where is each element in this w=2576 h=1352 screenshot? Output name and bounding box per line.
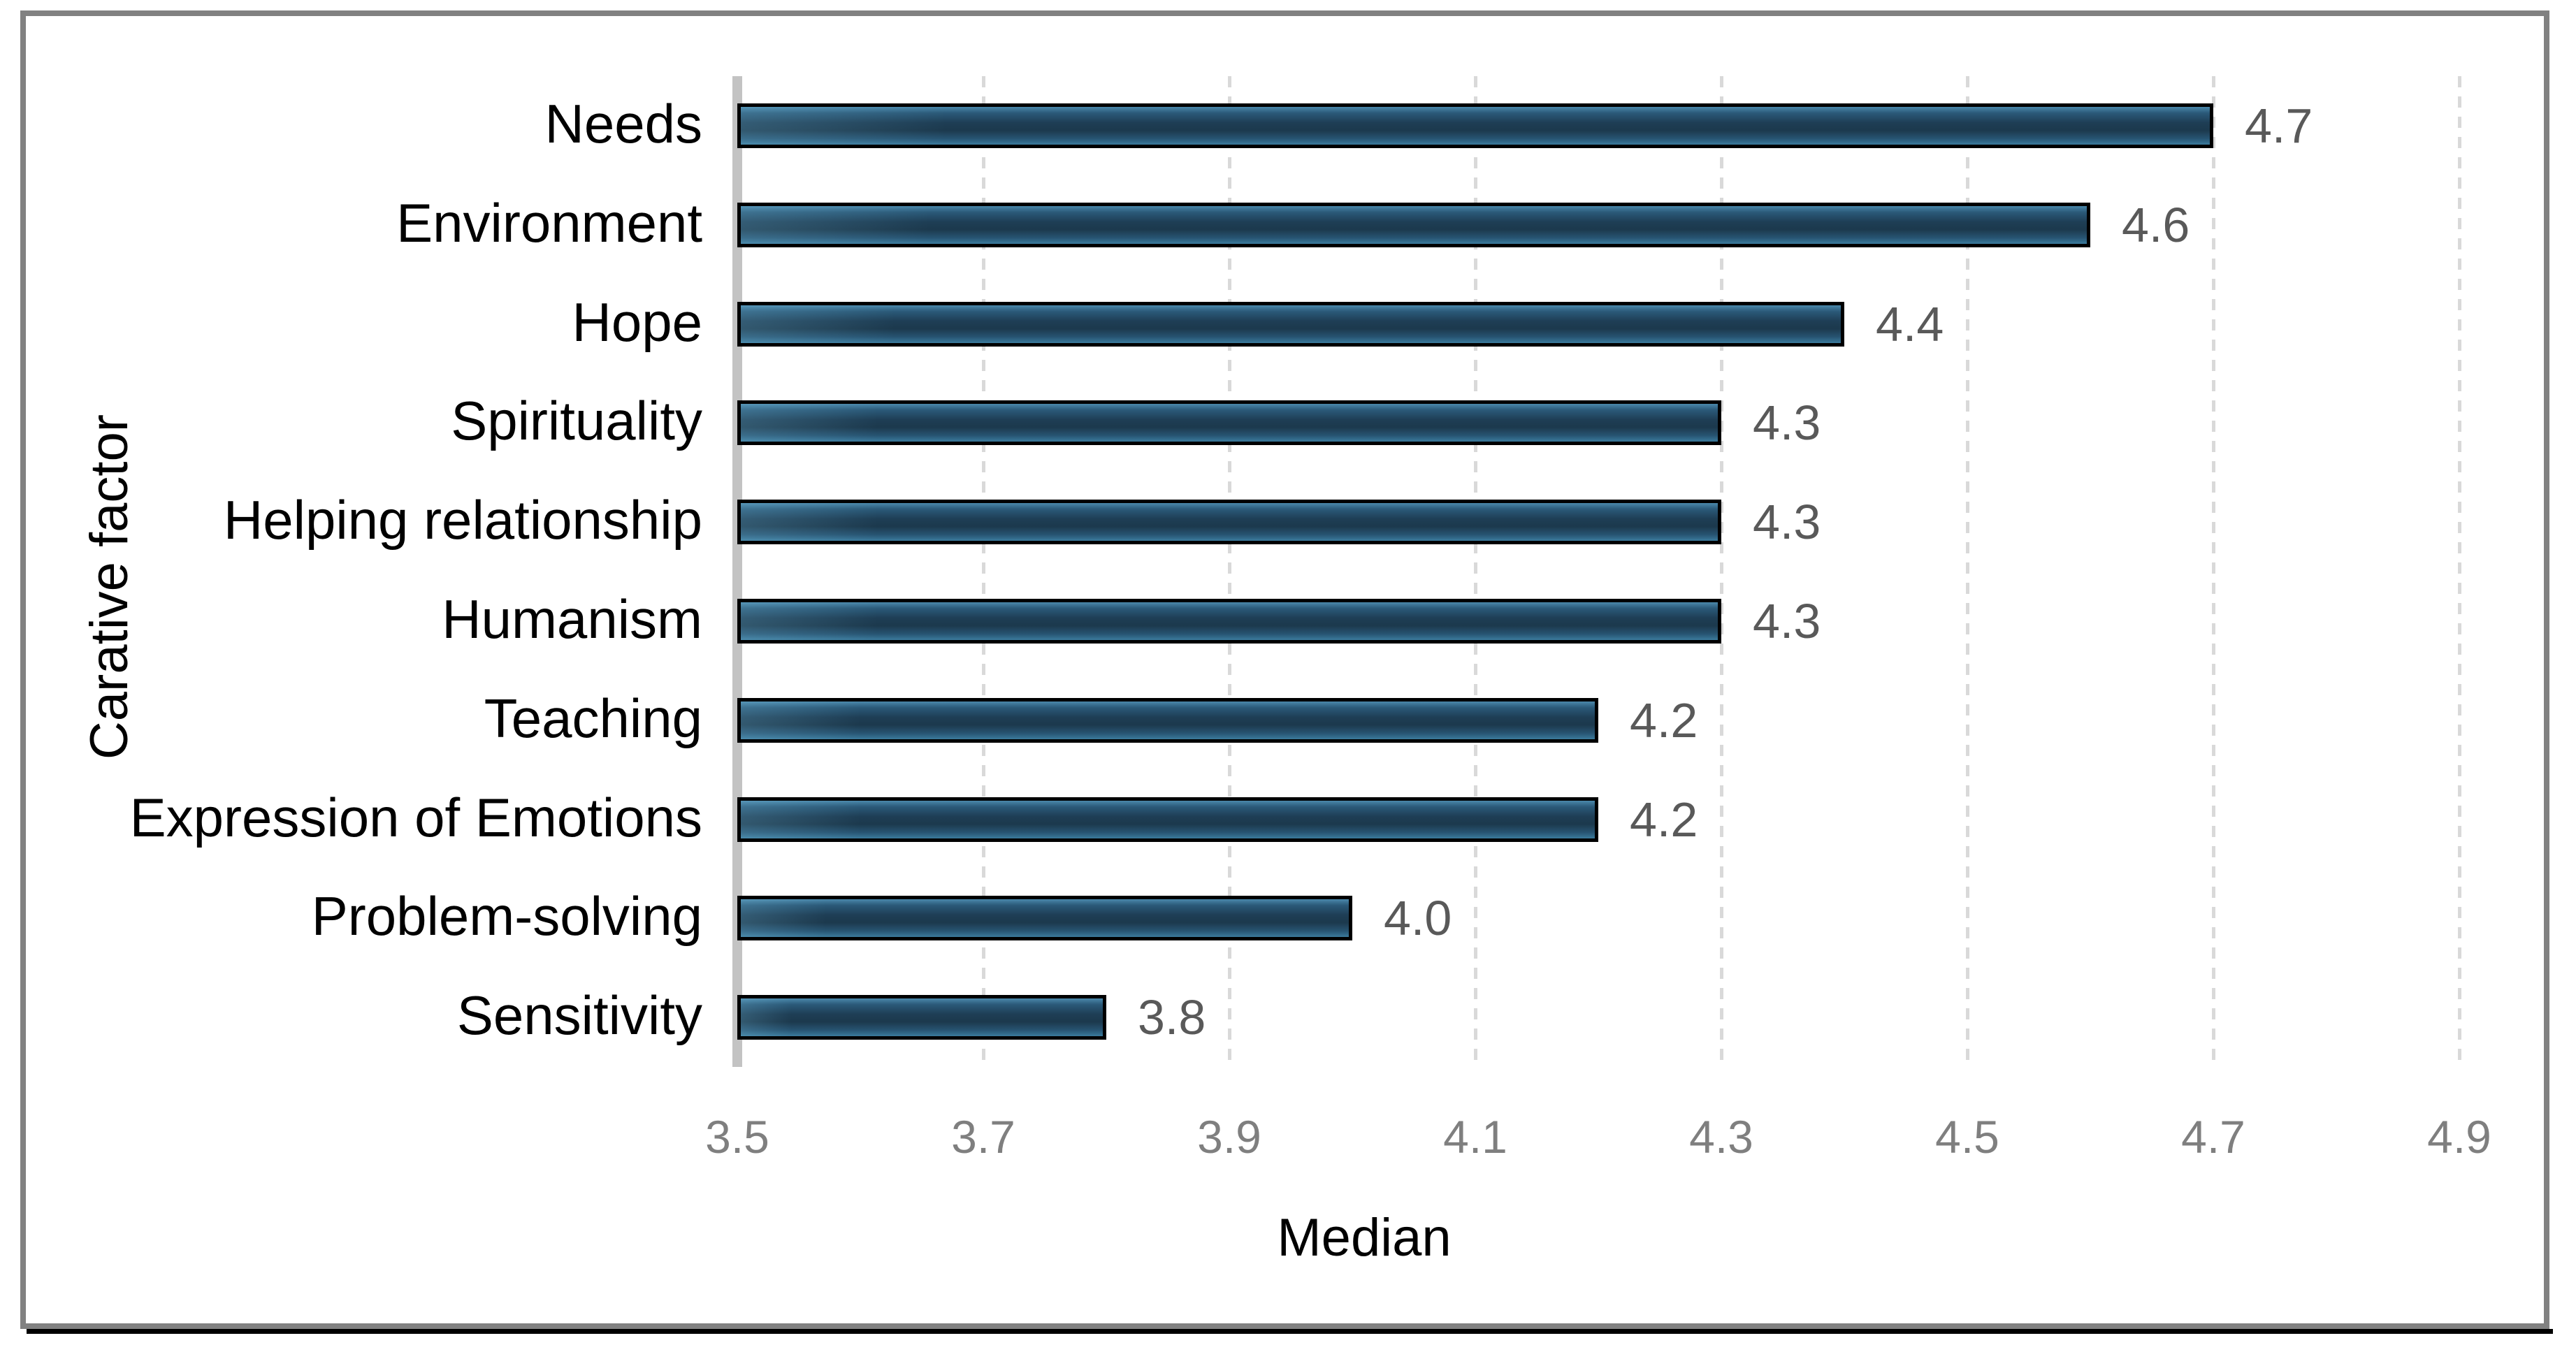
x-tick-label-4.1: 4.1	[1443, 1111, 1507, 1163]
category-label-sensitivity: Sensitivity	[456, 984, 702, 1046]
category-label-environment: Environment	[396, 191, 702, 254]
x-tick-label-3.5: 3.5	[705, 1111, 769, 1163]
y-axis-title: Carative factor	[80, 414, 139, 760]
gridline-x-3.7	[981, 76, 985, 1067]
x-tick-label-4.9: 4.9	[2427, 1111, 2491, 1163]
bar-value-label: 4.3	[1753, 593, 1821, 648]
bar-humanism	[737, 598, 1721, 644]
gridline-x-4.9	[2457, 76, 2461, 1067]
gridline-x-4.5	[1965, 76, 1969, 1067]
bar-hope	[737, 301, 1844, 347]
x-tick-label-4.7: 4.7	[2181, 1111, 2245, 1163]
category-label-helping-relationship: Helping relationship	[223, 488, 702, 551]
bar-value-label: 4.6	[2122, 197, 2190, 252]
gridline-x-3.9	[1227, 76, 1231, 1067]
category-label-problem-solving: Problem-solving	[311, 885, 702, 947]
bar-environment	[737, 202, 2090, 247]
bar-needs	[737, 103, 2213, 148]
gridline-x-4.1	[1473, 76, 1477, 1067]
x-tick-label-3.7: 3.7	[951, 1111, 1015, 1163]
bar-teaching	[737, 697, 1598, 743]
bar-sensitivity	[737, 995, 1106, 1040]
x-tick-label-4.3: 4.3	[1689, 1111, 1753, 1163]
x-tick-label-3.9: 3.9	[1197, 1111, 1261, 1163]
bar-value-label: 4.2	[1630, 692, 1698, 748]
bar-expression-of-emotions	[737, 797, 1598, 842]
category-label-needs: Needs	[544, 92, 702, 154]
bar-value-label: 3.8	[1138, 990, 1206, 1045]
x-tick-label-4.5: 4.5	[1935, 1111, 1999, 1163]
category-label-hope: Hope	[572, 291, 702, 353]
bar-value-label: 4.0	[1384, 891, 1452, 946]
bar-value-label: 4.2	[1630, 792, 1698, 847]
category-label-spirituality: Spirituality	[451, 390, 702, 452]
x-axis-title: Median	[1277, 1208, 1452, 1267]
bar-value-label: 4.3	[1753, 395, 1821, 451]
bar-problem-solving	[737, 896, 1352, 941]
category-label-humanism: Humanism	[442, 588, 702, 650]
gridline-x-4.7	[2211, 76, 2215, 1067]
category-label-teaching: Teaching	[484, 687, 702, 749]
chart-frame-shadow	[27, 1329, 2553, 1334]
bar-spirituality	[737, 400, 1721, 446]
bar-value-label: 4.7	[2245, 98, 2313, 153]
bar-value-label: 4.4	[1876, 296, 1944, 351]
category-label-expression-of-emotions: Expression of Emotions	[129, 786, 702, 848]
gridline-x-4.3	[1719, 76, 1723, 1067]
bar-helping-relationship	[737, 500, 1721, 545]
bar-value-label: 4.3	[1753, 495, 1821, 550]
